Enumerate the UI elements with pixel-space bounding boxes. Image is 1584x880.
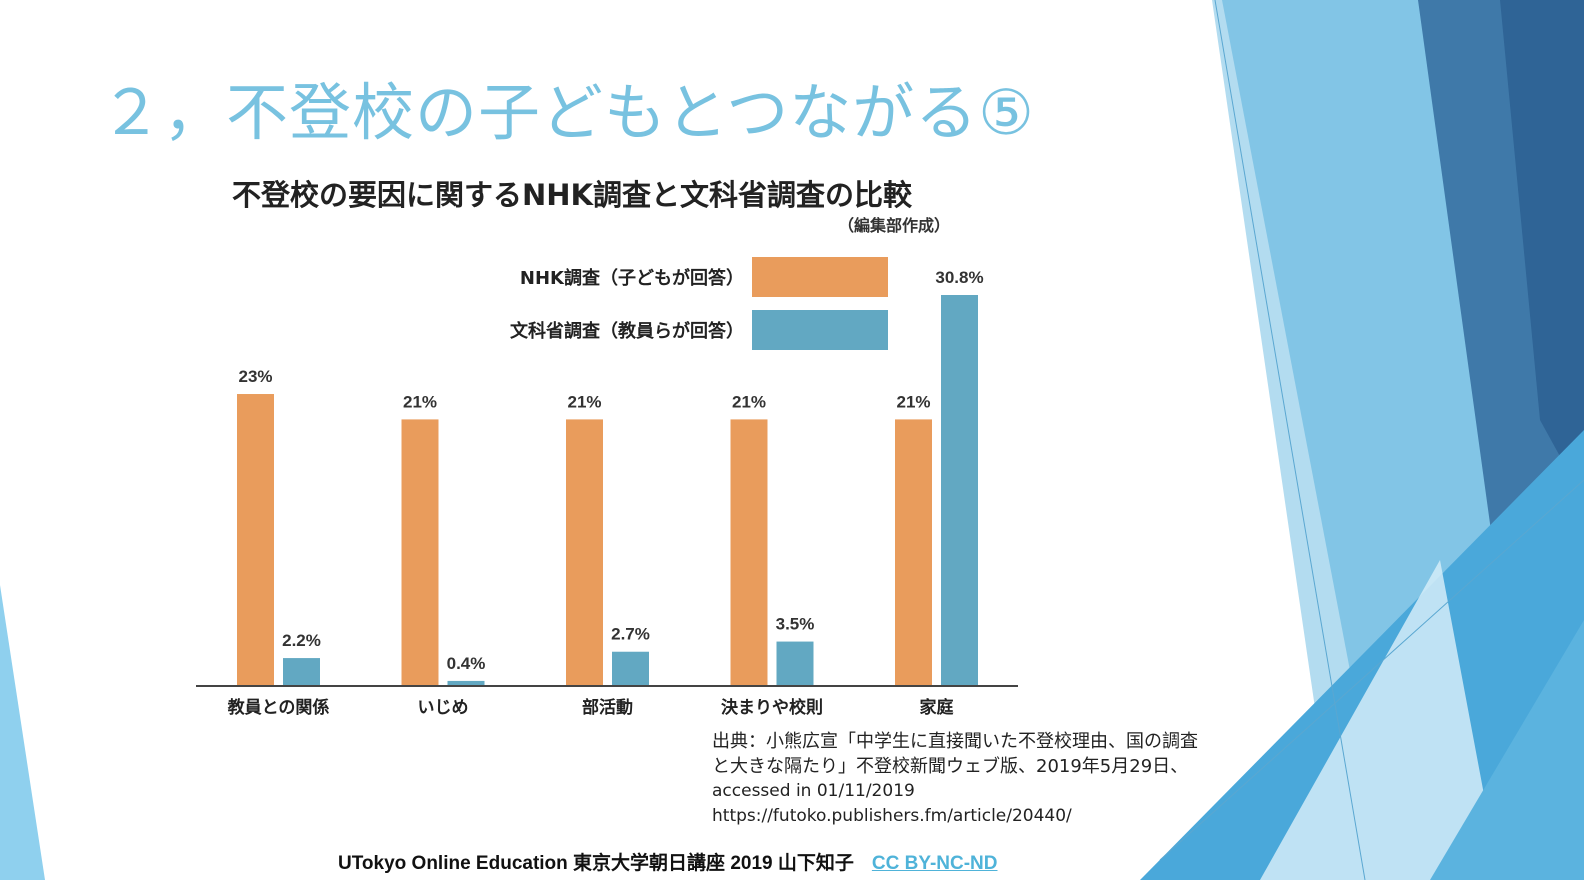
- legend-swatch-mext: [752, 310, 888, 350]
- slide-title: ２，不登校の子どもとつながる⑤: [100, 76, 1035, 149]
- source-line-3: accessed in 01/11/2019: [712, 781, 915, 801]
- category-label-4: 家庭: [920, 697, 954, 718]
- bar-mext-3: [776, 641, 814, 686]
- bar-mext-2: [612, 651, 649, 686]
- bg-shape-bottom-pale: [1260, 560, 1500, 880]
- legend-label-mext: 文科省調査（教員らが回答）: [510, 320, 744, 342]
- bg-shape-bottom-right: [1430, 620, 1584, 880]
- bar-nhk-0: [237, 394, 274, 686]
- footer-text: UTokyo Online Education 東京大学朝日講座 2019 山下…: [338, 853, 854, 874]
- bar-mext-0: [283, 658, 320, 686]
- data-label-nhk-1: 21%: [403, 392, 437, 411]
- data-label-nhk-0: 23%: [238, 367, 272, 386]
- data-label-mext-1: 0.4%: [447, 654, 486, 673]
- data-label-nhk-2: 21%: [567, 392, 601, 411]
- chart-title: 不登校の要因に関するNHK調査と文科省調査の比較: [232, 178, 913, 212]
- license-link[interactable]: CC BY-NC-ND: [871, 853, 998, 874]
- source-line-2: と大きな隔たり」不登校新聞ウェブ版、2019年5月29日、: [712, 755, 1189, 777]
- source-citation: 出典：小熊広宣「中学生に直接聞いた不登校理由、国の調査 と大きな隔たり」不登校新…: [712, 730, 1198, 828]
- data-label-mext-0: 2.2%: [282, 631, 321, 650]
- bar-nhk-3: [730, 419, 768, 686]
- source-url[interactable]: https://futoko.publishers.fm/article/204…: [712, 805, 1072, 826]
- bg-line-2: [1159, 479, 1584, 861]
- category-label-1: いじめ: [418, 698, 469, 718]
- footer: UTokyo Online Education 東京大学朝日講座 2019 山下…: [338, 848, 998, 875]
- data-label-mext-3: 3.5%: [776, 615, 815, 634]
- legend-swatch-nhk: [752, 257, 888, 297]
- chart-subtitle: （編集部作成）: [838, 216, 951, 235]
- legend-label-nhk: NHK調査（子どもが回答）: [520, 267, 744, 289]
- bg-line-1: [1214, 0, 1366, 880]
- data-label-nhk-3: 21%: [732, 392, 766, 411]
- bar-nhk-1: [401, 419, 439, 686]
- category-label-2: 部活動: [582, 697, 633, 718]
- data-label-nhk-4: 21%: [896, 392, 930, 411]
- category-label-0: 教員との関係: [227, 697, 330, 718]
- bar-nhk-4: [895, 419, 932, 686]
- category-label-3: 決まりや校則: [721, 697, 823, 718]
- bar-nhk-2: [566, 419, 603, 686]
- data-label-mext-2: 2.7%: [611, 625, 650, 644]
- source-line-1: 出典：小熊広宣「中学生に直接聞いた不登校理由、国の調査: [712, 731, 1198, 752]
- bar-mext-1: [447, 680, 485, 686]
- data-label-mext-4: 30.8%: [935, 268, 983, 287]
- bar-mext-4: [941, 295, 978, 686]
- bg-shape-right-steel: [1500, 0, 1584, 500]
- bg-shape-left: [0, 585, 45, 880]
